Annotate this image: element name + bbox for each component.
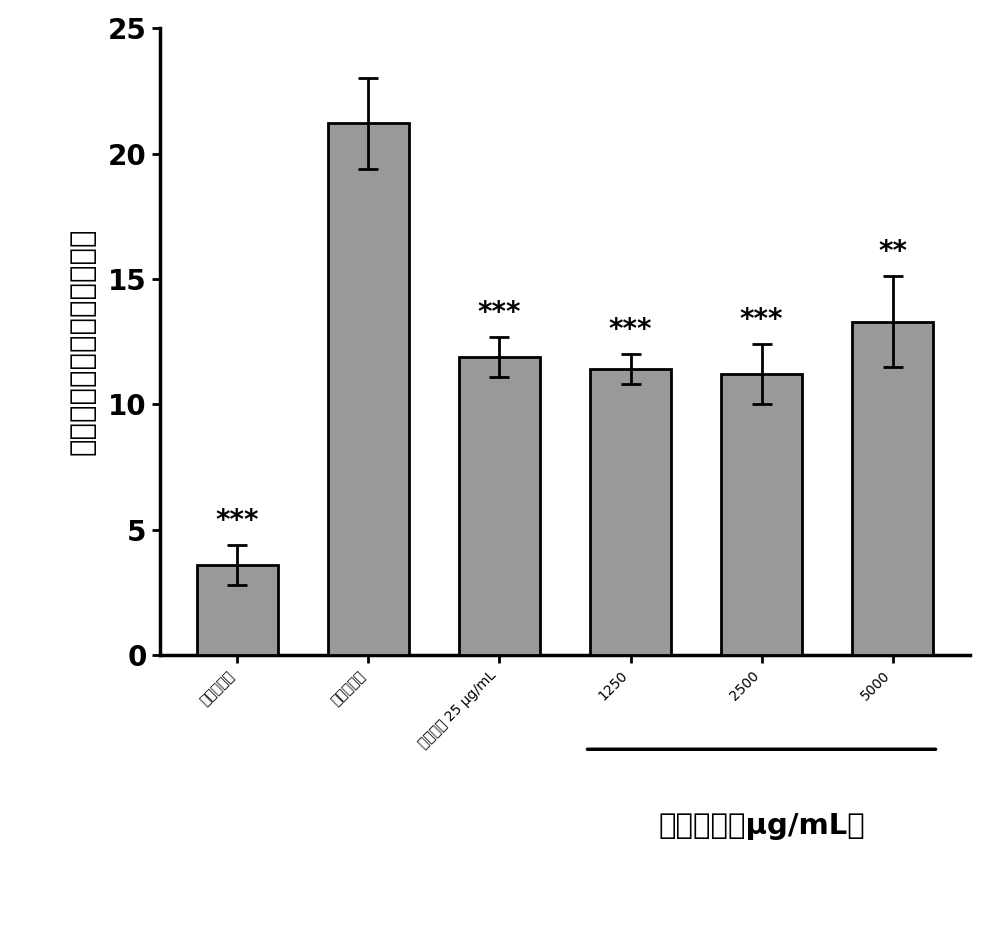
Text: ***: ***: [216, 506, 259, 534]
Text: ***: ***: [478, 299, 521, 327]
Bar: [197, 565, 278, 655]
Text: 蒲公英茶（μg/mL）: 蒲公英茶（μg/mL）: [658, 812, 865, 840]
Text: ***: ***: [609, 316, 652, 344]
Text: ***: ***: [740, 306, 783, 334]
Bar: [459, 357, 540, 655]
Bar: [590, 369, 671, 655]
Bar: [852, 322, 933, 655]
Bar: [721, 374, 802, 655]
Y-axis label: 卵黄囊中性粒细胞数目（个）: 卵黄囊中性粒细胞数目（个）: [69, 227, 97, 456]
Text: **: **: [878, 239, 907, 267]
Bar: [328, 124, 409, 655]
